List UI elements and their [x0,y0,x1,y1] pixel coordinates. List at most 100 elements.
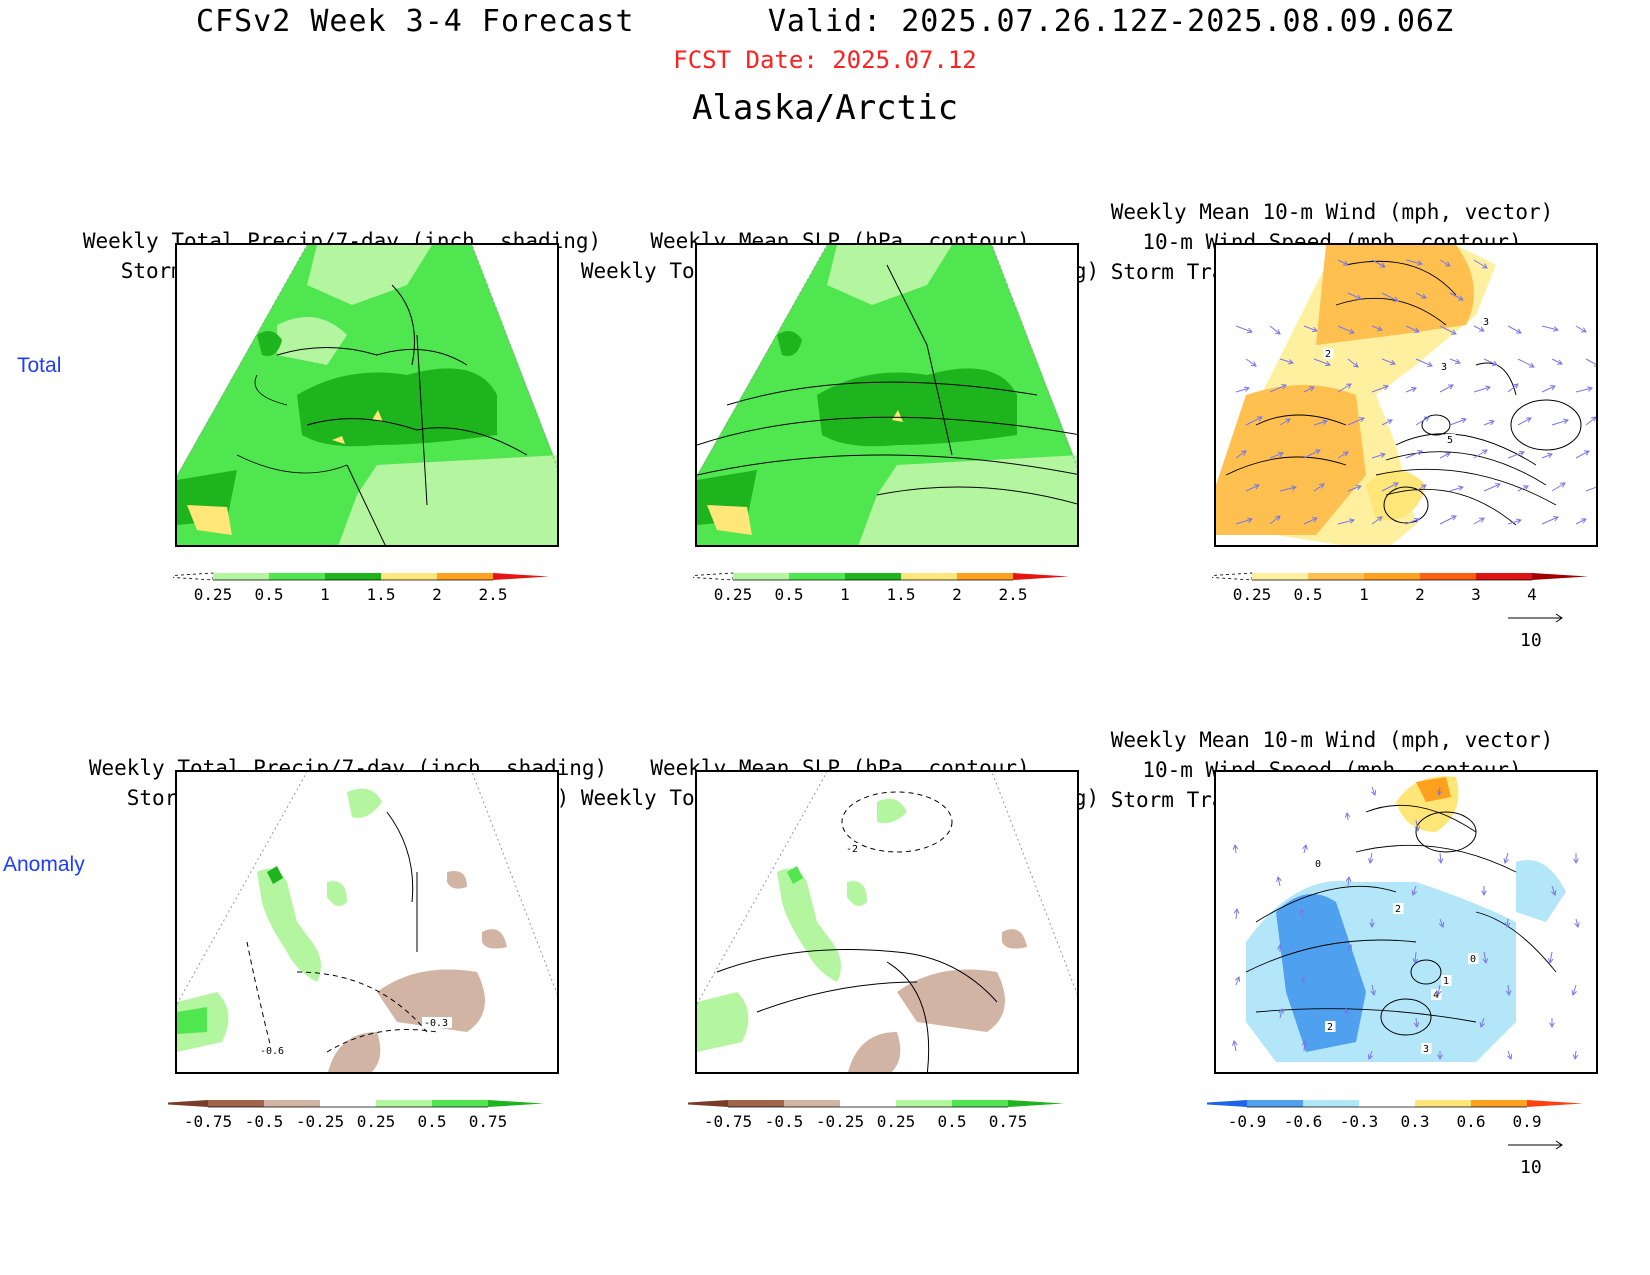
wind-vector [1347,358,1359,368]
colorbar-segment [213,573,269,580]
wind-vector [1369,919,1375,929]
colorbar-total-slp: 0.25 0.5 1 1.5 2 2.5 [693,569,1093,611]
wind-vector [1436,786,1443,797]
wind-vector [1313,483,1325,492]
colorbar-tick-label: 1.5 [366,585,396,604]
contour-label: -0.3 [424,1018,448,1029]
colorbar-arrow-high [488,1100,544,1107]
wind-vector [1507,383,1519,393]
colorbar-tick-label: 2 [1415,585,1425,604]
vector-reference-label: 10 [1520,1157,1542,1178]
wind-vector [1234,976,1241,986]
colorbar-tick-label: 3 [1471,585,1481,604]
wind-vector [1235,386,1250,393]
wind-vector [1371,452,1386,459]
wind-vector [1415,292,1427,299]
wind-vector [1269,515,1281,525]
colorbar-segment [1359,1100,1415,1107]
wind-vector [1437,852,1444,865]
wind-vector [1473,385,1491,393]
colorbar-segment [1471,1100,1527,1107]
wind-vector [1473,325,1485,332]
colorbar-segment [789,573,845,580]
colorbar-arrow-high [1532,573,1588,580]
contour-label: 2 [1395,904,1401,915]
colorbar-segment [320,1100,376,1107]
wind-vector [1303,325,1318,333]
colorbar-anom-wind: -0.9 -0.6 -0.3 0.3 0.6 0.9 [1207,1096,1607,1138]
wind-vector [1439,515,1457,525]
contour-label: 1 [1443,976,1449,987]
wind-vector [1245,416,1263,426]
colorbar-segment [1247,1100,1303,1107]
colorbar-total-precip: 0.25 0.5 1 1.5 2 2.5 [173,569,573,611]
wind-vector [1277,943,1283,952]
wind-vector [1276,875,1282,887]
wind-vector [1503,852,1509,864]
colorbar-tick-label: 2 [952,585,962,604]
wind-vector [1506,1050,1513,1060]
colorbar-arrow-low [693,572,734,581]
wind-vector [1346,944,1352,953]
wind-vector [1575,518,1587,525]
contour-label: 2 [1327,1022,1333,1033]
wind-vector [1279,358,1294,365]
wind-vector [1585,486,1596,492]
wind-vector [1413,1017,1420,1029]
wind-vector [1405,450,1423,459]
wind-vector [1473,517,1485,525]
colorbar-tick-label: 1.5 [886,585,916,604]
colorbar-tick-label: 0.9 [1512,1112,1542,1131]
wind-vector [1551,358,1563,365]
wind-vector [1574,918,1580,929]
wind-vector [1483,358,1498,366]
colorbar-segment [952,1100,1008,1107]
wind-vector [1473,449,1488,459]
contour-label: 2 [1325,349,1331,360]
colorbar-arrow-high [1008,1100,1064,1107]
colorbar-segment [784,1100,840,1107]
colorbar-tick-label: 0.5 [774,585,804,604]
colorbar-tick-label: 1 [840,585,850,604]
wind-vector [1279,418,1291,426]
wind-vector [1301,1039,1308,1052]
wind-vector [1371,384,1389,393]
wind-vector [1507,450,1525,459]
map-total-precip [175,243,559,547]
wind-vector [1412,951,1419,965]
colorbar-tick-label: -0.75 [703,1112,753,1131]
wind-vector [1371,259,1386,268]
colorbar-tick-label: 0.25 [876,1112,916,1131]
wind-vector [1245,484,1260,492]
wind-vector [1551,418,1569,426]
wind-vector [1517,358,1535,368]
wind-vector [1436,984,1442,997]
map-total-slp [695,243,1079,547]
wind-vector [1347,484,1362,492]
contour-label: 3 [1441,362,1447,373]
wind-vector [1411,885,1418,896]
vector-reference-total: 10 [1506,612,1566,652]
wind-vector [1232,1039,1238,1052]
wind-vector [1344,811,1351,821]
colorbar-tick-label: 0.25 [356,1112,396,1131]
wind-vector [1370,984,1376,997]
contour-label: 4 [1433,990,1439,1001]
colorbar-arrow-low [1207,1100,1247,1107]
colorbar-arrow-low [1212,572,1253,581]
wind-vector [1575,325,1587,333]
wind-vector [1337,518,1356,525]
wind-vector [1517,417,1532,426]
colorbar-total-wind: 0.25 0.5 1 2 3 4 [1212,569,1612,611]
colorbar-tick-label: 0.75 [468,1112,508,1131]
colorbar-segment [437,573,493,580]
wind-vector [1541,385,1556,393]
colorbar-tick-label: 1 [320,585,330,604]
contour-label: -2 [846,844,858,855]
wind-vector [1575,386,1594,393]
colorbar-tick-label: 0.5 [1293,585,1323,604]
contour-label: 3 [1483,317,1489,328]
colorbar-tick-label: 0.6 [1456,1112,1486,1131]
wind-vector [1279,485,1298,492]
colorbar-tick-label: 2 [432,585,442,604]
